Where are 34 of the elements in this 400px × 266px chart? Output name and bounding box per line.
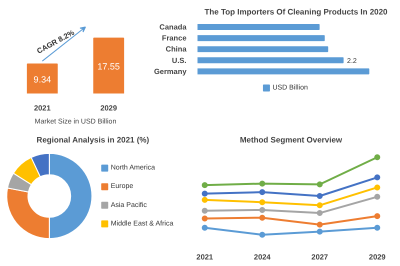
point [259,199,266,206]
point [259,180,266,187]
bar [198,68,370,74]
bar [198,57,344,64]
bar [198,46,328,52]
point [202,190,208,197]
chart-title: The Top Importers Of Cleaning Products In 2020 [204,8,388,16]
point [316,193,323,199]
chart-title: Regional Analysis in 2021 (%) [36,136,150,144]
point [259,206,266,213]
point [374,194,380,200]
chart-title: Method Segment Overview [240,136,343,144]
point [202,196,208,203]
bar [198,35,325,42]
bar [198,24,320,30]
point [374,213,380,220]
point [316,181,323,188]
data-label: 17.55 [97,61,120,72]
point [316,228,323,235]
point [259,232,266,238]
point [259,214,266,221]
point [374,224,380,231]
point [202,215,208,222]
point [316,210,323,216]
data-label: 9.34 [34,74,52,84]
point [202,208,208,214]
point [374,174,380,180]
point [259,189,266,196]
point [374,184,380,190]
point [374,154,380,160]
point [202,182,208,188]
point [316,222,323,228]
point [316,202,323,208]
point [202,224,208,231]
